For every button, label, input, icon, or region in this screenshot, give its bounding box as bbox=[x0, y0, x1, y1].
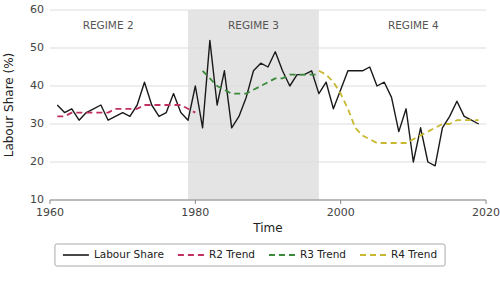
legend-item: R3 Trend bbox=[269, 248, 346, 260]
legend-handle bbox=[269, 254, 295, 256]
y-tick-label: 40 bbox=[30, 79, 44, 92]
x-axis: 1960 1980 2000 2020 bbox=[36, 200, 500, 219]
grid-line bbox=[50, 200, 486, 201]
spans bbox=[188, 10, 319, 200]
series-line bbox=[203, 71, 319, 94]
x-tick-label: 1980 bbox=[181, 206, 209, 219]
x-tick-label: 1960 bbox=[36, 206, 64, 219]
regime-label: REGIME 2 bbox=[83, 19, 134, 31]
y-axis-label: Labour Share (%) bbox=[2, 53, 16, 158]
x-tick-label: 2020 bbox=[472, 206, 500, 219]
legend-label: R3 Trend bbox=[300, 248, 346, 260]
x-tick-label: 2000 bbox=[327, 206, 355, 219]
x-axis-line bbox=[50, 200, 486, 201]
x-axis-label: Time bbox=[252, 221, 282, 235]
grid-line bbox=[50, 124, 486, 125]
y-tick-label: 10 bbox=[30, 193, 44, 206]
regime-label: REGIME 4 bbox=[388, 19, 439, 31]
grid-line bbox=[50, 10, 486, 11]
grid-line bbox=[50, 48, 486, 49]
x-tick bbox=[486, 200, 487, 204]
x-tick bbox=[340, 200, 341, 204]
legend-item: R2 Trend bbox=[178, 248, 255, 260]
y-tick-label: 50 bbox=[30, 41, 44, 54]
x-tick bbox=[50, 200, 51, 204]
y-tick-label: 60 bbox=[30, 3, 44, 16]
legend-label: R2 Trend bbox=[209, 248, 255, 260]
y-axis: 10 20 30 40 50 60 bbox=[30, 3, 486, 206]
legend-label: Labour Share bbox=[94, 248, 164, 260]
legend-handle bbox=[178, 254, 204, 256]
y-tick-label: 30 bbox=[30, 117, 44, 130]
series-line bbox=[57, 105, 195, 116]
regime-label: REGIME 3 bbox=[228, 19, 279, 31]
legend-item: R4 Trend bbox=[360, 248, 437, 260]
legend-handle bbox=[63, 254, 89, 256]
lines bbox=[57, 40, 478, 165]
grid-line bbox=[50, 86, 486, 87]
legend-label: R4 Trend bbox=[391, 248, 437, 260]
legend-item: Labour Share bbox=[63, 248, 164, 260]
series-line bbox=[319, 71, 479, 143]
series-line bbox=[57, 40, 478, 165]
legend-handle bbox=[360, 254, 386, 256]
chart: 10 20 30 40 50 60 1960 1980 2000 2020 Time Labour S… bbox=[0, 0, 500, 295]
x-tick bbox=[195, 200, 196, 204]
grid-line bbox=[50, 162, 486, 163]
legend: Labour Share R2 Trend R3 Trend R4 Trend bbox=[55, 244, 445, 266]
legend-frame bbox=[55, 244, 445, 266]
shaded-region bbox=[188, 10, 319, 200]
y-tick-label: 20 bbox=[30, 155, 44, 168]
